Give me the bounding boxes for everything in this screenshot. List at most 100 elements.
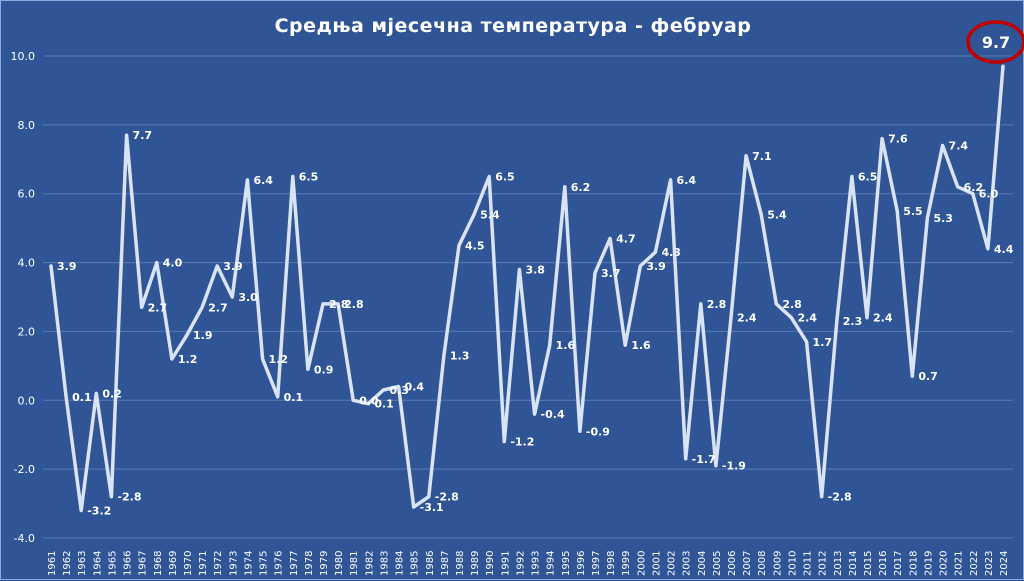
data-label: -1.9 <box>722 460 746 473</box>
data-label: 2.7 <box>208 301 228 314</box>
data-label: 2.4 <box>737 312 757 325</box>
x-tick-label: 1994 <box>546 551 557 576</box>
data-label: 0.1 <box>374 398 394 411</box>
data-label: 1.6 <box>556 339 576 352</box>
x-tick-label: 1974 <box>243 551 254 576</box>
data-label: 2.4 <box>797 312 817 325</box>
data-labels: 3.9 0.1 -3.2 0.2 -2.8 7.7 2.7 4.0 1.2 1.9 2.7 3.9 3.… <box>57 129 1014 517</box>
data-label: -3.1 <box>420 501 444 514</box>
x-tick-label: 2016 <box>878 551 889 576</box>
x-tick-label: 2004 <box>697 551 708 576</box>
x-tick-label: 1999 <box>621 551 632 576</box>
highlight-callout: 9.7 <box>966 20 1024 64</box>
data-label: 0.0 <box>359 394 379 407</box>
x-tick-label: 1967 <box>138 551 149 576</box>
x-tick-label: 1962 <box>62 551 73 576</box>
data-label: 6.4 <box>677 174 697 187</box>
data-label: 7.1 <box>752 150 772 163</box>
data-label: 5.4 <box>480 208 500 221</box>
data-label: 1.7 <box>813 336 833 349</box>
data-label: 3.0 <box>238 291 258 304</box>
y-tick-label: -2.0 <box>14 463 35 476</box>
x-tick-label: 1973 <box>228 551 239 576</box>
data-label: 0.9 <box>314 363 334 376</box>
data-label: 3.8 <box>525 263 545 276</box>
x-tick-label: 2020 <box>939 551 950 576</box>
data-label: 6.5 <box>299 171 319 184</box>
data-label: 0.4 <box>405 381 425 394</box>
x-tick-label: 2014 <box>848 551 859 576</box>
x-tick-label: 1975 <box>259 551 270 576</box>
data-label: -0.9 <box>586 425 610 438</box>
data-label: 5.3 <box>933 212 953 225</box>
x-tick-label: 2003 <box>682 551 693 576</box>
data-label: 2.8 <box>344 298 364 311</box>
data-label: 5.4 <box>767 208 787 221</box>
x-tick-label: 2007 <box>742 551 753 576</box>
data-label: 1.9 <box>193 329 213 342</box>
data-label: 1.3 <box>450 350 470 363</box>
x-tick-label: 2005 <box>712 551 723 576</box>
y-tick-label: -4.0 <box>14 532 35 545</box>
x-tick-label: 1990 <box>485 551 496 576</box>
x-tick-label: 1970 <box>183 551 194 576</box>
x-tick-label: 2013 <box>833 551 844 576</box>
data-label: 2.4 <box>873 312 893 325</box>
data-label: 6.5 <box>858 171 878 184</box>
x-tick-label: 1983 <box>379 551 390 576</box>
x-tick-label: 1980 <box>334 551 345 576</box>
data-label: 6.0 <box>979 188 999 201</box>
x-tick-label: 2021 <box>954 551 965 576</box>
highlight-circle <box>966 20 1024 64</box>
data-label: -0.4 <box>541 408 565 421</box>
x-tick-label: 1963 <box>77 551 88 576</box>
data-label: -2.8 <box>828 491 852 504</box>
data-label: 7.6 <box>888 133 908 146</box>
x-tick-label: 1988 <box>455 551 466 576</box>
data-label: 3.9 <box>223 260 243 273</box>
data-label: -3.2 <box>87 504 111 517</box>
x-tick-label: 1968 <box>153 551 164 576</box>
x-tick-label: 1982 <box>364 551 375 576</box>
x-tick-label: 1992 <box>515 551 526 576</box>
x-tick-label: 2019 <box>923 551 934 576</box>
y-tick-label: 2.0 <box>18 325 36 338</box>
x-tick-label: 1984 <box>395 551 406 576</box>
highlight-label: 9.7 <box>982 33 1010 52</box>
data-label: 1.2 <box>178 353 198 366</box>
x-tick-label: 2024 <box>999 551 1010 576</box>
data-label: 0.1 <box>284 391 304 404</box>
data-label: 1.2 <box>269 353 289 366</box>
y-tick-label: 10.0 <box>11 50 36 63</box>
x-tick-label: 2008 <box>757 551 768 576</box>
x-tick-label: 2001 <box>651 551 662 576</box>
x-axis-ticks: 1961 1962 1963 1964 1965 1966 1967 1968 1969 1970… <box>47 551 1010 576</box>
data-label: 4.4 <box>994 243 1014 256</box>
x-tick-label: 1971 <box>198 551 209 576</box>
chart-title: Средња мјесечна температура - фебруар <box>274 15 752 37</box>
x-tick-label: 2000 <box>636 551 647 576</box>
y-tick-label: 8.0 <box>18 119 36 132</box>
data-label: 6.2 <box>964 181 984 194</box>
y-tick-label: 4.0 <box>18 257 36 270</box>
data-label: -2.8 <box>435 491 459 504</box>
data-label: 6.5 <box>495 171 515 184</box>
y-axis-ticks: -4.0 -2.0 0.0 2.0 4.0 6.0 8.0 10.0 <box>11 50 36 545</box>
x-tick-label: 2011 <box>803 551 814 576</box>
x-tick-label: 1996 <box>576 551 587 576</box>
data-label: 5.5 <box>903 205 923 218</box>
data-label: 3.9 <box>57 260 77 273</box>
x-tick-label: 1978 <box>304 551 315 576</box>
series-line-group <box>49 64 1005 513</box>
data-label: 4.3 <box>661 246 681 259</box>
x-tick-label: 1964 <box>92 551 103 576</box>
x-tick-label: 1989 <box>470 551 481 576</box>
x-tick-label: 1961 <box>47 551 58 576</box>
x-tick-label: 1969 <box>168 551 179 576</box>
data-label: 6.2 <box>571 181 591 194</box>
x-tick-label: 2012 <box>818 551 829 576</box>
data-label: 0.3 <box>389 384 409 397</box>
y-tick-label: 0.0 <box>18 394 36 407</box>
data-label: 3.7 <box>601 267 621 280</box>
